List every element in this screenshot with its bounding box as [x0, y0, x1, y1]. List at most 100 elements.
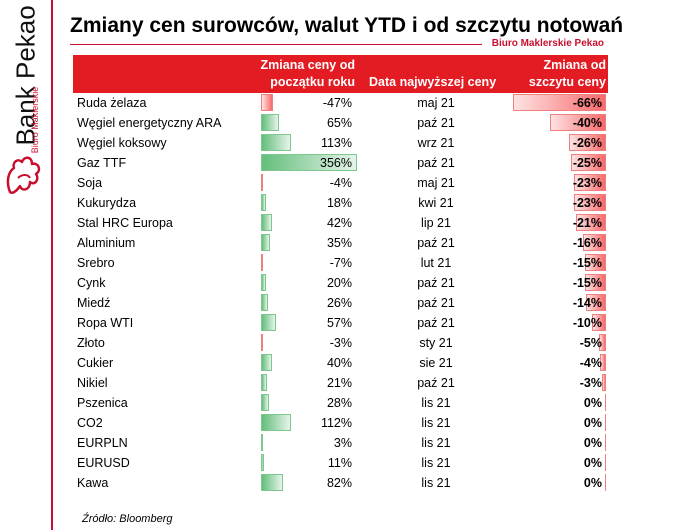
ytd-bar: [261, 114, 279, 131]
ytd-bar-track: [259, 434, 355, 451]
peak-bar: [573, 174, 606, 191]
peak-bar-track: [513, 154, 606, 171]
ytd-bar: [261, 374, 267, 391]
ytd-value: 21%: [326, 376, 352, 390]
ytd-bar: [261, 434, 263, 451]
peak-bar-track: [513, 134, 606, 151]
peak-bar: [605, 474, 606, 491]
bank-logo-icon: [6, 156, 41, 194]
peak-bar: [598, 334, 606, 351]
ytd-bar: [261, 194, 266, 211]
table-row: Złoto -3% sty 21 -5%: [73, 333, 608, 353]
row-name: Ruda żelaza: [77, 96, 147, 110]
peak-bar-track: [513, 334, 606, 351]
ytd-bar: [261, 314, 277, 331]
row-name: CO2: [77, 416, 103, 430]
ytd-bar-track: [259, 334, 355, 351]
table-row: Pszenica 28% lis 21 0%: [73, 393, 608, 413]
ytd-bar-track: [259, 134, 355, 151]
header-date: Data najwyższej ceny: [369, 75, 497, 89]
peak-value: -66%: [572, 96, 602, 110]
peak-bar: [549, 114, 606, 131]
ytd-bar: [261, 174, 263, 191]
ytd-bar-track: [259, 274, 355, 291]
peak-bar: [605, 434, 606, 451]
table-row: Srebro -7% lut 21 -15%: [73, 253, 608, 273]
ytd-value: 35%: [326, 236, 352, 250]
ytd-bar-track: [259, 294, 355, 311]
ytd-value: 42%: [326, 216, 352, 230]
peak-value: 0%: [583, 416, 602, 430]
peak-bar: [600, 354, 606, 371]
ytd-value: 20%: [326, 276, 352, 290]
ytd-value: -4%: [329, 176, 352, 190]
peak-bar: [583, 234, 606, 251]
ytd-bar: [261, 214, 273, 231]
peak-date: paź 21: [417, 376, 455, 390]
peak-value: -21%: [572, 216, 602, 230]
ytd-value: -3%: [329, 336, 352, 350]
row-name: Nikiel: [77, 376, 108, 390]
peak-bar: [605, 414, 606, 431]
peak-bar: [601, 374, 606, 391]
ytd-value: 356%: [320, 156, 352, 170]
peak-bar-track: [513, 254, 606, 271]
peak-date: lis 21: [421, 416, 451, 430]
peak-date: lut 21: [420, 256, 452, 270]
ytd-bar: [261, 414, 292, 431]
peak-bar: [591, 314, 606, 331]
peak-date: paź 21: [417, 156, 455, 170]
peak-date: sie 21: [419, 356, 453, 370]
peak-value: -10%: [572, 316, 602, 330]
peak-date: paź 21: [417, 276, 455, 290]
ytd-bar-track: [259, 414, 355, 431]
table-row: Węgiel energetyczny ARA 65% paź 21 -40%: [73, 113, 608, 133]
ytd-bar-track: [259, 114, 355, 131]
peak-date: lip 21: [421, 216, 451, 230]
table-row: Miedź 26% paź 21 -14%: [73, 293, 608, 313]
peak-date: lis 21: [421, 436, 451, 450]
peak-value: -4%: [579, 356, 602, 370]
ytd-value: 113%: [320, 136, 352, 150]
table-row: Stal HRC Europa 42% lip 21 -21%: [73, 213, 608, 233]
table-row: Aluminium 35% paź 21 -16%: [73, 233, 608, 253]
table-row: EURPLN 3% lis 21 0%: [73, 433, 608, 453]
peak-bar-track: [513, 274, 606, 291]
ytd-bar-track: [259, 314, 355, 331]
ytd-bar-track: [259, 454, 355, 471]
table-row: Gaz TTF 356% paź 21 -25%: [73, 153, 608, 173]
ytd-value: 3%: [333, 436, 352, 450]
peak-bar-track: [513, 234, 606, 251]
row-name: Cynk: [77, 276, 106, 290]
ytd-bar-track: [259, 214, 355, 231]
peak-value: -40%: [572, 116, 602, 130]
peak-bar-track: [513, 394, 606, 411]
peak-bar-track: [513, 214, 606, 231]
table-row: Soja -4% maj 21 -23%: [73, 173, 608, 193]
peak-bar-track: [513, 354, 606, 371]
ytd-bar-track: [259, 194, 355, 211]
row-name: Stal HRC Europa: [77, 216, 173, 230]
peak-bar: [584, 254, 606, 271]
peak-bar-track: [513, 374, 606, 391]
table-row: Ropa WTI 57% paź 21 -10%: [73, 313, 608, 333]
table-row: Kawa 82% lis 21 0%: [73, 473, 608, 493]
ytd-value: -7%: [329, 256, 352, 270]
ytd-bar-track: [259, 474, 355, 491]
peak-date: kwi 21: [418, 196, 454, 210]
ytd-value: 82%: [326, 476, 352, 490]
row-name: Gaz TTF: [77, 156, 127, 170]
peak-value: -25%: [572, 156, 602, 170]
peak-bar-track: [513, 434, 606, 451]
row-name: Węgiel koksowy: [77, 136, 167, 150]
peak-value: -23%: [572, 176, 602, 190]
peak-date: wrz 21: [417, 136, 455, 150]
ytd-bar-track: [259, 254, 355, 271]
row-name: Miedź: [77, 296, 111, 310]
ytd-bar: [261, 354, 272, 371]
peak-date: lis 21: [421, 476, 451, 490]
peak-bar-track: [513, 454, 606, 471]
peak-bar: [605, 454, 606, 471]
ytd-value: -47%: [322, 96, 352, 110]
row-name: Soja: [77, 176, 103, 190]
